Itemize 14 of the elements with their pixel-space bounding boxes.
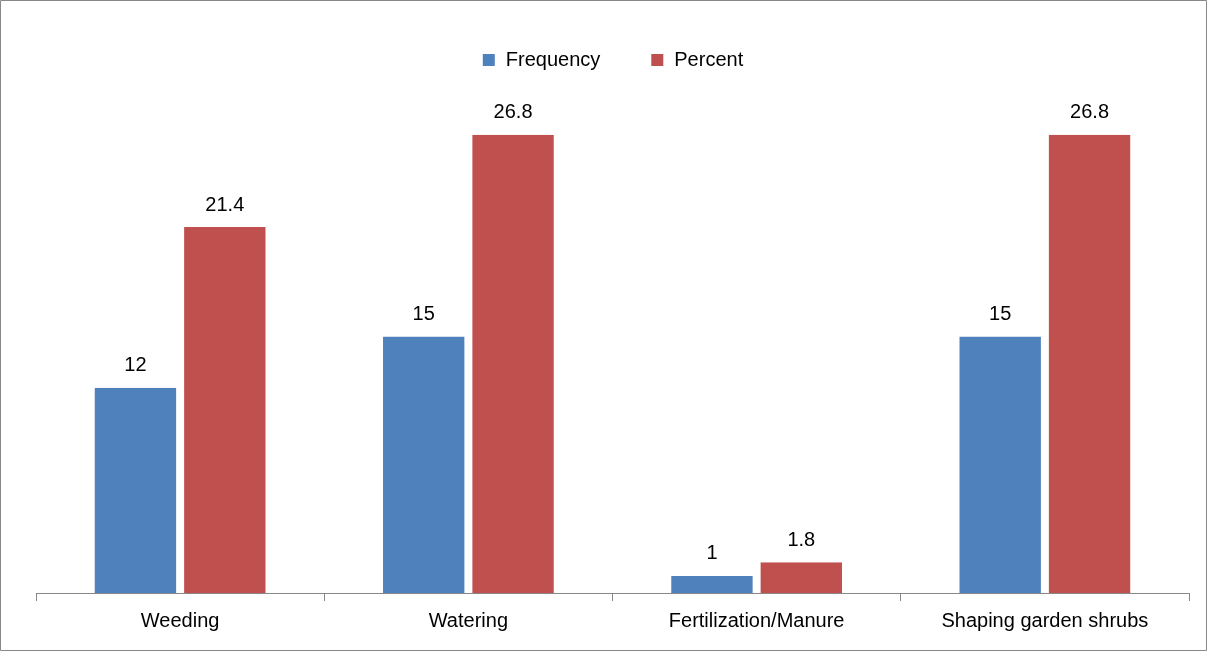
data-label: 1.8	[787, 527, 816, 550]
data-label: 15	[412, 302, 435, 325]
legend-label: Frequency	[505, 47, 601, 70]
x-tick-label: Watering	[428, 608, 509, 631]
data-label: 15	[989, 302, 1012, 325]
data-label: 12	[124, 353, 147, 376]
x-tick-label: Fertilization/Manure	[668, 608, 845, 631]
data-label: 26.8	[1070, 100, 1110, 123]
x-tick-label: Weeding	[140, 608, 220, 631]
data-label: 1	[706, 541, 718, 564]
x-tick-label: Shaping garden shrubs	[941, 608, 1149, 631]
legend-label: Percent	[674, 47, 744, 70]
data-label: 21.4	[205, 192, 245, 215]
data-label: 26.8	[493, 100, 533, 123]
